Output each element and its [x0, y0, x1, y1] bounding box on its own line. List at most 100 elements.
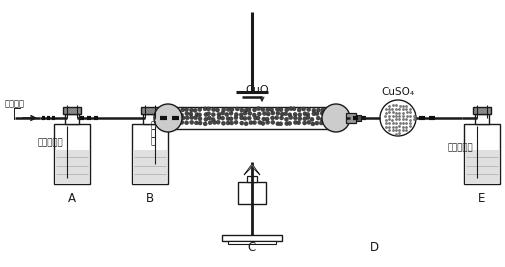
Circle shape — [154, 104, 182, 132]
Circle shape — [189, 108, 193, 112]
Circle shape — [258, 120, 261, 124]
Circle shape — [226, 107, 230, 111]
Circle shape — [239, 121, 243, 125]
Circle shape — [320, 117, 324, 121]
Circle shape — [234, 112, 238, 116]
Circle shape — [206, 107, 210, 111]
Circle shape — [239, 108, 243, 112]
Circle shape — [180, 108, 184, 112]
Text: 浓: 浓 — [150, 121, 156, 130]
Circle shape — [239, 113, 243, 117]
Circle shape — [246, 108, 250, 112]
Circle shape — [185, 116, 189, 120]
Text: 澄清石灰水: 澄清石灰水 — [38, 139, 64, 147]
Circle shape — [220, 111, 224, 115]
Circle shape — [288, 116, 292, 120]
Circle shape — [230, 107, 234, 111]
Circle shape — [242, 116, 246, 120]
Circle shape — [197, 113, 201, 117]
Circle shape — [293, 120, 297, 124]
Circle shape — [266, 112, 270, 116]
Circle shape — [316, 116, 320, 120]
Circle shape — [297, 117, 301, 121]
Circle shape — [311, 112, 315, 116]
Circle shape — [296, 121, 300, 125]
Circle shape — [297, 113, 301, 117]
Bar — [141, 107, 159, 114]
Text: 未知气体: 未知气体 — [5, 100, 25, 108]
Circle shape — [217, 112, 221, 116]
Circle shape — [207, 116, 211, 120]
Circle shape — [275, 111, 279, 115]
Circle shape — [252, 108, 256, 112]
Circle shape — [216, 120, 220, 124]
Circle shape — [247, 111, 251, 115]
Text: D: D — [369, 241, 378, 254]
Circle shape — [233, 116, 237, 120]
Circle shape — [184, 121, 188, 125]
Bar — [55, 150, 89, 184]
Circle shape — [296, 108, 300, 112]
Circle shape — [243, 108, 247, 112]
Circle shape — [265, 120, 269, 124]
Circle shape — [206, 112, 210, 116]
Circle shape — [217, 116, 221, 120]
Circle shape — [194, 113, 198, 117]
Bar — [132, 124, 168, 184]
Bar — [168, 107, 335, 129]
Bar — [222, 235, 281, 241]
Circle shape — [306, 120, 310, 124]
Circle shape — [252, 121, 256, 125]
Circle shape — [189, 120, 193, 124]
Text: 硫: 硫 — [150, 129, 156, 138]
Circle shape — [265, 108, 269, 112]
Circle shape — [284, 121, 288, 125]
Circle shape — [320, 108, 324, 112]
Circle shape — [270, 111, 274, 115]
Circle shape — [275, 107, 279, 111]
Circle shape — [239, 116, 243, 120]
Circle shape — [243, 122, 247, 126]
Circle shape — [320, 111, 324, 115]
Circle shape — [221, 108, 225, 112]
Circle shape — [301, 107, 305, 111]
Circle shape — [198, 121, 201, 125]
Bar — [65, 114, 79, 124]
Circle shape — [208, 121, 212, 125]
Circle shape — [279, 116, 283, 120]
Circle shape — [175, 116, 179, 120]
Circle shape — [302, 112, 307, 116]
Circle shape — [314, 121, 318, 125]
Circle shape — [220, 116, 224, 120]
Circle shape — [211, 117, 215, 121]
Circle shape — [287, 113, 291, 117]
Circle shape — [288, 107, 292, 111]
Circle shape — [253, 116, 257, 120]
Circle shape — [291, 107, 295, 111]
Bar — [143, 114, 157, 124]
Bar — [345, 113, 356, 123]
Circle shape — [184, 112, 188, 116]
Circle shape — [211, 108, 215, 112]
Circle shape — [256, 107, 260, 111]
Circle shape — [270, 116, 274, 120]
Circle shape — [261, 121, 265, 125]
Circle shape — [302, 121, 306, 125]
Bar — [472, 107, 490, 114]
Circle shape — [176, 112, 180, 116]
Circle shape — [175, 108, 179, 112]
Bar — [246, 176, 257, 182]
Circle shape — [310, 122, 314, 126]
Circle shape — [260, 108, 264, 112]
Bar — [228, 241, 275, 244]
Circle shape — [184, 108, 188, 112]
Circle shape — [256, 116, 260, 120]
Bar — [356, 115, 360, 121]
Circle shape — [262, 112, 266, 116]
Text: C: C — [247, 241, 256, 254]
Circle shape — [310, 117, 314, 121]
Text: 酸: 酸 — [150, 137, 156, 146]
Bar — [170, 107, 333, 129]
Circle shape — [193, 116, 197, 120]
Circle shape — [257, 112, 261, 116]
